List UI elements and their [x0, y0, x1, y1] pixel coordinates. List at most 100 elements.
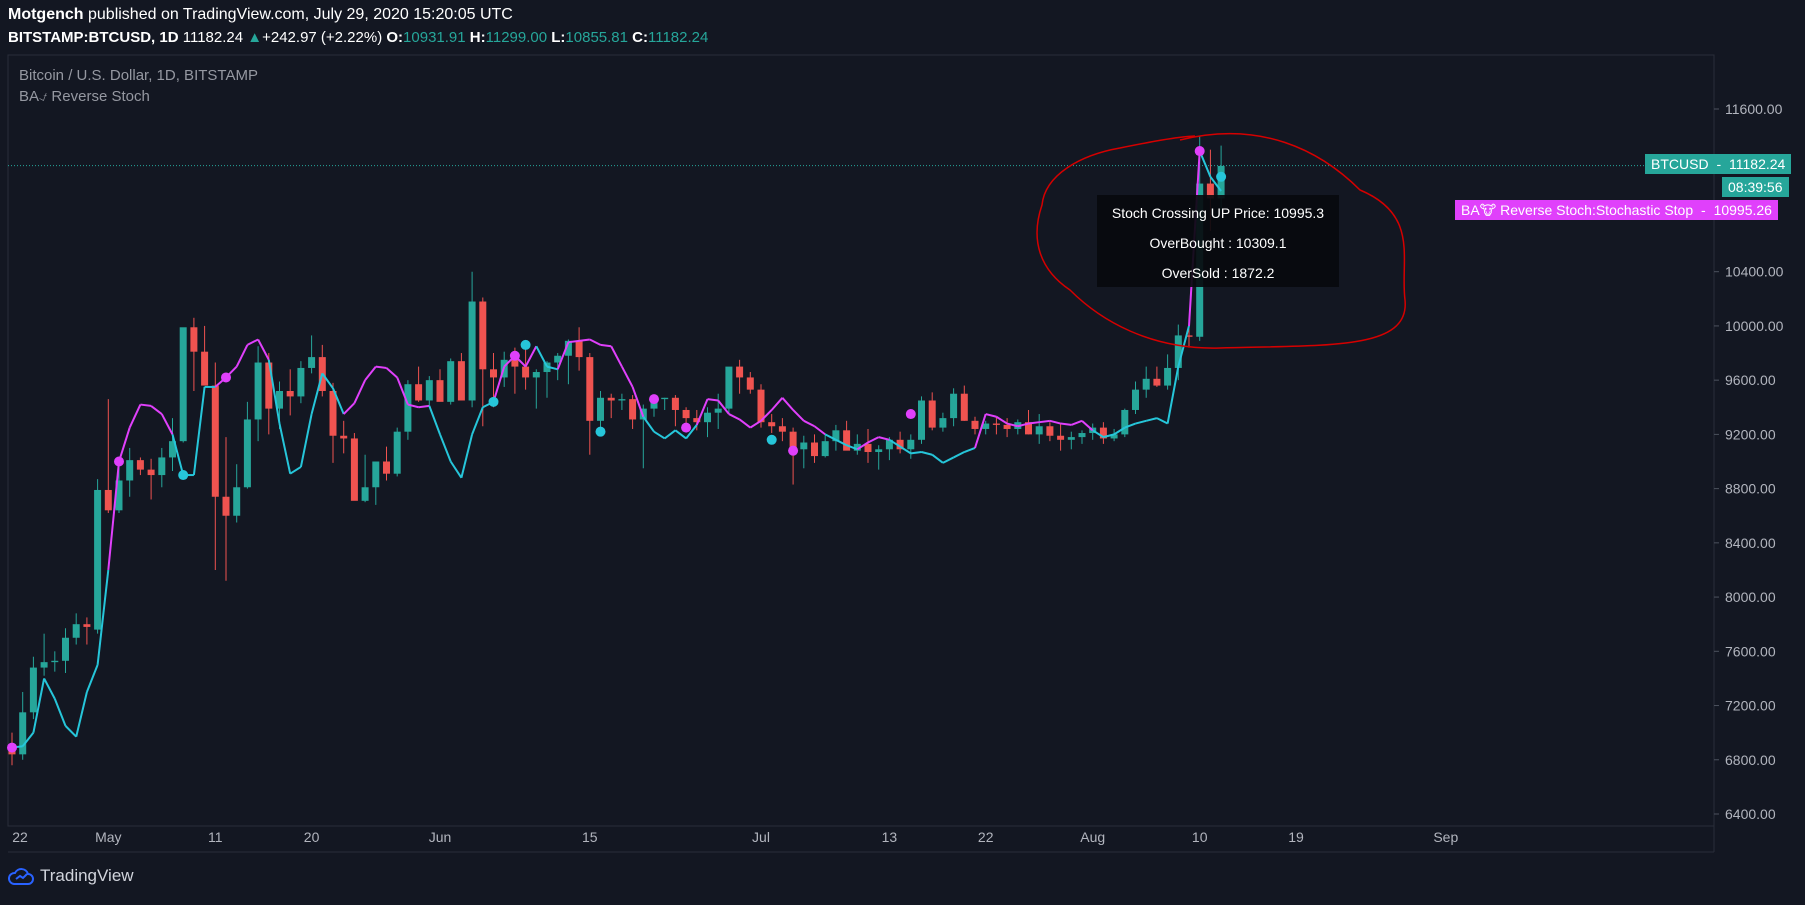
tradingview-cloud-icon [8, 868, 34, 885]
candle-body [1099, 427, 1107, 439]
stoch-line-segment [1028, 421, 1040, 425]
stoch-line-segment [171, 434, 185, 476]
stoch-line-segment [1092, 429, 1104, 438]
stoch-line-segment [846, 444, 858, 451]
stoch-line-segment [128, 404, 142, 429]
stoch-line-segment [1113, 426, 1126, 436]
stoch-line-segment [578, 338, 590, 342]
stoch-line-segment [407, 403, 419, 409]
stoch-line-segment [428, 405, 441, 435]
stoch-line-segment [568, 339, 580, 344]
candle-body [757, 389, 765, 423]
candle-body [1003, 424, 1011, 429]
stoch-tooltip: Stoch Crossing UP Price: 10995.3 OverBou… [1097, 195, 1339, 287]
candle-body [928, 400, 936, 428]
tradingview-brand: TradingView [40, 866, 134, 885]
candle-body [83, 624, 91, 627]
candle-body [479, 301, 487, 370]
stoch-line-segment [471, 406, 484, 435]
candle-body [960, 393, 968, 421]
tradingview-logo[interactable]: TradingView [8, 866, 134, 886]
candle-body [115, 480, 123, 511]
candle-body [1067, 437, 1075, 440]
stoch-line-segment [770, 397, 784, 411]
stoch-cross-marker [221, 372, 231, 383]
stoch-line-segment [32, 678, 46, 733]
candle-body [1110, 434, 1118, 439]
candle-body [714, 408, 722, 413]
candle-body [853, 443, 861, 451]
tooltip-line-oversold: OverSold : 1872.2 [1161, 265, 1275, 281]
candle-body [179, 327, 187, 442]
ohlc-header: BITSTAMP:BTCUSD, 1D 11182.24 ▲+242.97 (+… [8, 29, 708, 46]
candle-body [1174, 335, 1182, 368]
candle-body [586, 357, 594, 421]
candle-body [372, 461, 380, 488]
stoch-line-segment [888, 438, 901, 448]
stoch-line-segment [835, 438, 848, 447]
candle-body [800, 442, 808, 450]
stoch-line-segment [492, 366, 506, 403]
stoch-line-segment [1017, 422, 1029, 428]
stoch-line-segment [781, 397, 794, 411]
candle-body [821, 441, 829, 457]
series-legend-title[interactable]: Bitcoin / U.S. Dollar, 1D, BITSTAMP [19, 67, 258, 84]
stoch-line-segment [107, 461, 120, 571]
candle-body [704, 412, 711, 423]
stoch-line-segment [1039, 419, 1051, 424]
candle-body [693, 418, 701, 423]
candle-body [233, 487, 241, 516]
stoch-cross-marker [178, 470, 189, 481]
stoch-line-segment [1103, 433, 1115, 439]
stoch-line-segment [803, 419, 815, 428]
stoch-line-segment [342, 402, 356, 415]
indicator-legend-title[interactable]: BA⍻ Reverse Stoch [19, 88, 150, 105]
candle-body [789, 431, 797, 450]
candle-body [415, 384, 423, 401]
candle-body [575, 340, 583, 358]
price-axis-label: 9600.00 [1725, 372, 1776, 388]
candle-body [1164, 367, 1172, 386]
stoch-line-segment [396, 377, 409, 405]
stoch-line-segment [589, 338, 601, 346]
author-name[interactable]: Motgench [8, 6, 84, 23]
stoch-line-segment [963, 447, 976, 453]
candle-body [104, 489, 112, 511]
candle-body [896, 439, 904, 450]
candle-body [522, 366, 530, 378]
candle-body [490, 369, 497, 378]
candle-body [832, 430, 840, 442]
price-axis-label: 8800.00 [1725, 481, 1776, 497]
stoch-line-segment [600, 343, 612, 348]
publish-header: Motgench published on TradingView.com, J… [8, 6, 513, 24]
stoch-line-segment [43, 677, 56, 700]
candle-body [265, 362, 273, 409]
stoch-line-segment [824, 433, 837, 441]
candle-body [383, 461, 390, 474]
stoch-line-segment [953, 451, 965, 459]
time-axis-label: May [95, 829, 121, 845]
candle-body [1025, 422, 1032, 435]
stoch-line-segment [1135, 419, 1147, 425]
close-label: C: [632, 29, 648, 46]
symbol-price-tag: BTCUSD - 11182.24 [1645, 154, 1792, 174]
stoch-cross-marker [488, 396, 499, 407]
stoch-line-segment [278, 423, 292, 474]
open-label: O: [386, 29, 404, 46]
stoch-line-segment [621, 366, 634, 388]
indicator-tag-label: BA🐮 Reverse Stoch:Stochastic Stop [1461, 202, 1694, 218]
price-change: +242.97 (+2.22%) [262, 29, 383, 46]
price-axis-label: 10400.00 [1725, 264, 1784, 280]
candle-body [1121, 409, 1129, 435]
candle-body [511, 359, 519, 367]
price-axis-label: 11600.00 [1725, 101, 1783, 117]
candle-body [843, 430, 851, 451]
stoch-line-segment [524, 345, 538, 368]
stoch-cross-marker [595, 426, 606, 437]
stoch-line-segment [664, 429, 677, 440]
candle-body [19, 712, 27, 755]
candle-body [94, 489, 102, 630]
tooltip-line-overbought: OverBought : 10309.1 [1149, 235, 1287, 251]
